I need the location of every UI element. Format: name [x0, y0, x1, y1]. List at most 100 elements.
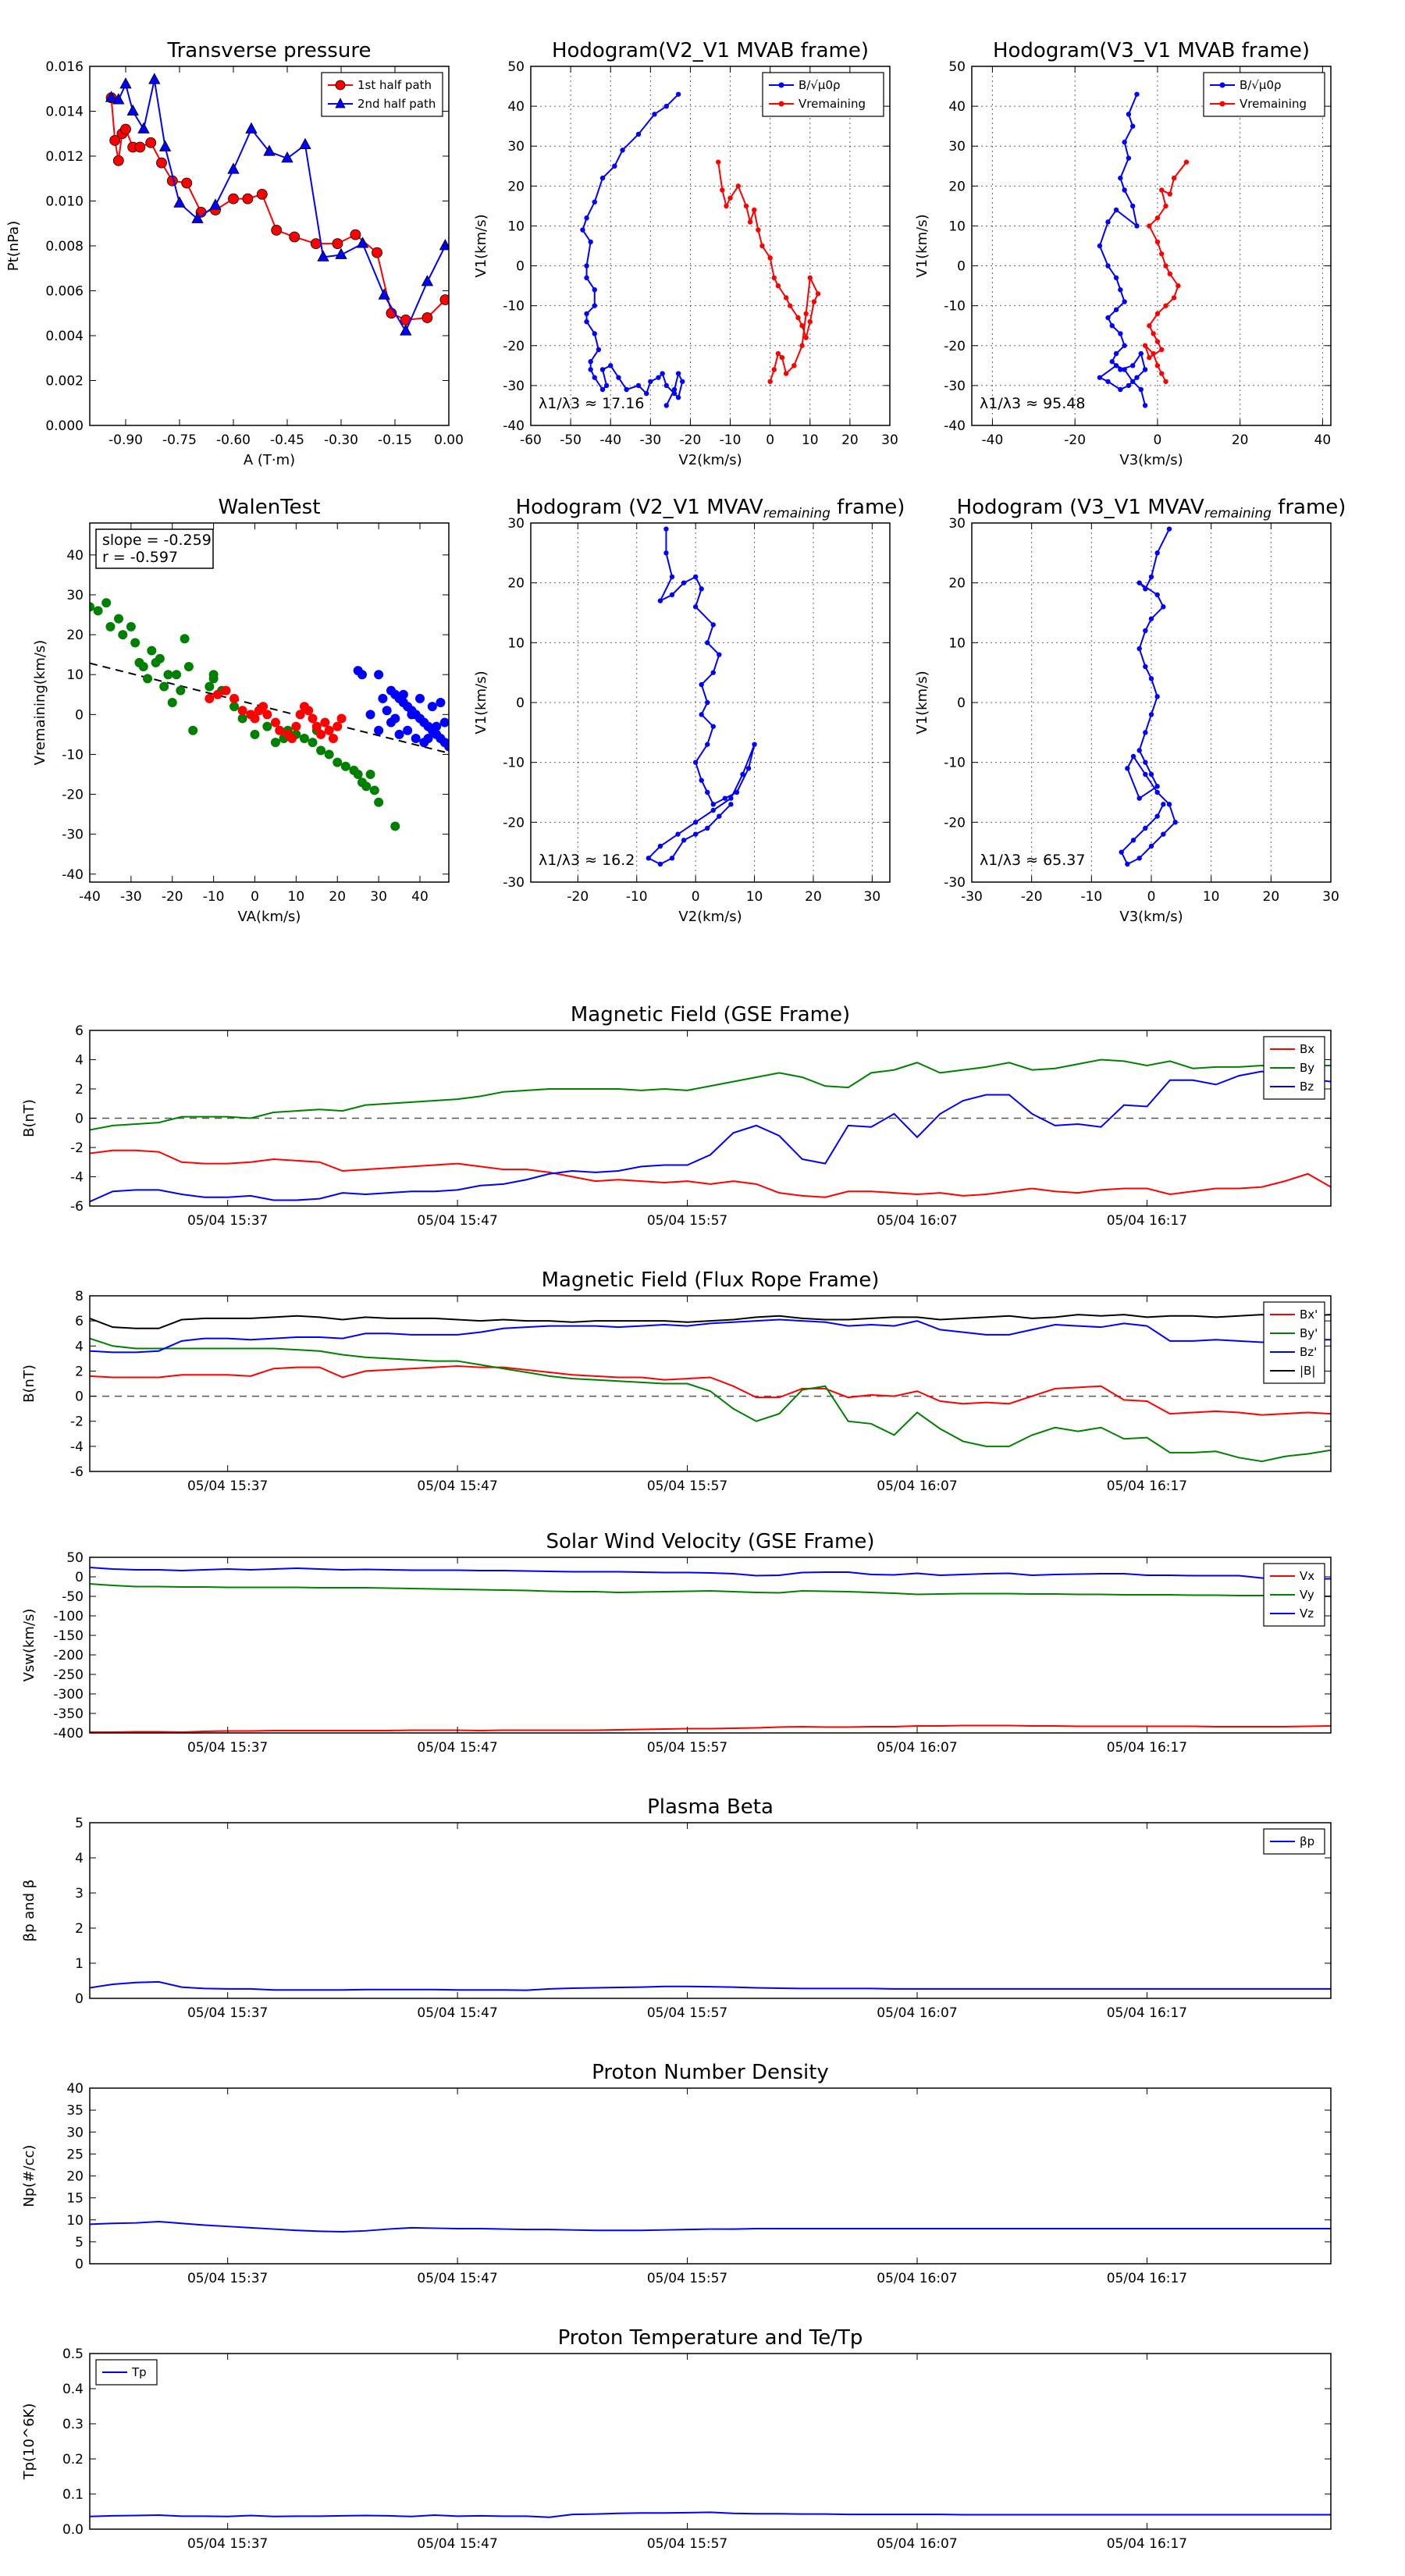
- y-axis-label: V1(km/s): [914, 671, 930, 734]
- y-tick-label: -2: [70, 1414, 84, 1430]
- data-point: [299, 734, 309, 743]
- y-tick-label: -2: [70, 1140, 84, 1156]
- data-point: [1154, 339, 1161, 344]
- data-point: [228, 193, 239, 205]
- y-tick-label: 0: [75, 2257, 84, 2272]
- x-tick-label: 0: [1154, 432, 1162, 448]
- x-tick-label: 30: [370, 889, 387, 905]
- x-tick-label: -20: [680, 432, 702, 448]
- data-point: [1163, 379, 1168, 384]
- x-tick-label: 05/04 16:07: [877, 2271, 957, 2286]
- data-point: [181, 177, 193, 189]
- data-point: [588, 239, 593, 245]
- data-point: [256, 188, 268, 200]
- data-point: [599, 386, 606, 393]
- y-tick-label: -20: [62, 788, 84, 803]
- y-tick-label: -4: [70, 1439, 84, 1455]
- x-tick-label: 05/04 16:07: [877, 2536, 957, 2552]
- chart-title-end: frame): [831, 496, 905, 519]
- data-point: [680, 379, 685, 384]
- y-tick-label: -10: [62, 747, 84, 763]
- series-line: [90, 1314, 1331, 1329]
- data-point: [1142, 343, 1148, 348]
- data-point: [811, 299, 817, 304]
- data-point: [356, 237, 369, 248]
- plot-area: [580, 91, 821, 408]
- series-bx-: [90, 1364, 1331, 1416]
- x-tick-label: 05/04 15:57: [647, 2271, 727, 2286]
- data-point: [584, 275, 589, 281]
- y-tick-label: 20: [948, 576, 966, 592]
- data-point: [1126, 382, 1132, 389]
- data-point: [669, 574, 675, 580]
- y-tick-label: -40: [62, 867, 84, 883]
- series--b-: [90, 1314, 1331, 1329]
- data-point: [316, 729, 326, 739]
- data-point: [317, 250, 329, 262]
- legend-label: Vy: [1300, 1588, 1314, 1602]
- data-point: [93, 606, 103, 616]
- legend-marker: [335, 98, 346, 109]
- y-tick-label: 3: [75, 1886, 84, 1902]
- data-point: [1105, 219, 1111, 225]
- data-point: [1109, 359, 1115, 365]
- data-point: [112, 155, 124, 166]
- data-point: [699, 586, 704, 592]
- chart-title: Proton Temperature and Te/Tp: [558, 2326, 863, 2350]
- data-point: [422, 312, 433, 323]
- series-line: [582, 94, 684, 406]
- data-point: [369, 785, 379, 795]
- y-tick-label: 2: [75, 1082, 84, 1098]
- data-point: [599, 367, 606, 372]
- data-point: [155, 653, 165, 664]
- chart-ts1: Magnetic Field (GSE Frame) 05/04 15:37 05/…: [21, 1003, 1332, 1229]
- data-point: [791, 363, 797, 368]
- data-point: [328, 734, 338, 743]
- data-point: [250, 729, 260, 739]
- data-point: [705, 699, 710, 706]
- data-point: [752, 207, 757, 213]
- y-tick-label: 30: [948, 139, 966, 155]
- data-point: [332, 238, 343, 250]
- y-tick-label: 20: [66, 628, 84, 643]
- data-point: [191, 212, 204, 223]
- series-line: [90, 1318, 1331, 1354]
- legend: [1203, 72, 1325, 117]
- data-point: [1154, 694, 1160, 699]
- data-point: [1163, 303, 1168, 308]
- data-point: [663, 550, 669, 556]
- chart-h1: Hodogram(V2_V1 MVAB frame) -60 -50 -40 -30 -2…: [473, 39, 898, 468]
- y-tick-label: 0.4: [62, 2382, 84, 2397]
- data-point: [1161, 802, 1166, 807]
- data-point: [1138, 350, 1144, 357]
- plot-area: [90, 2511, 1331, 2518]
- data-point: [398, 689, 408, 699]
- y-tick-label: 4: [75, 1851, 84, 1866]
- data-point: [390, 713, 400, 724]
- series-vremaining: [716, 159, 821, 384]
- y-tick-label: 0.5: [62, 2347, 84, 2362]
- legend-marker: [778, 82, 784, 88]
- axes-frame: [89, 66, 450, 426]
- y-tick-label: 30: [507, 516, 525, 532]
- data-point: [145, 137, 157, 148]
- chart-h3: Hodogram (V2_V1 MVAVremaining frame) -20 -…: [473, 496, 905, 925]
- data-point: [439, 239, 449, 251]
- data-point: [357, 670, 367, 680]
- data-point: [1176, 283, 1181, 289]
- plot-area: [90, 1567, 1331, 1733]
- y-tick-label: -6: [70, 1464, 84, 1480]
- y-tick-label: 0.012: [45, 149, 84, 165]
- series-vremaining: [1142, 159, 1190, 384]
- y-tick-label: -6: [70, 1199, 84, 1215]
- series-b-0-: [580, 91, 685, 408]
- y-tick-label: 0.010: [45, 194, 84, 210]
- data-point: [603, 382, 610, 389]
- data-point: [173, 196, 186, 208]
- data-point: [580, 227, 585, 233]
- data-point: [710, 724, 716, 729]
- legend: [1263, 1301, 1325, 1384]
- data-point: [407, 710, 417, 720]
- y-tick-label: 0: [516, 696, 525, 711]
